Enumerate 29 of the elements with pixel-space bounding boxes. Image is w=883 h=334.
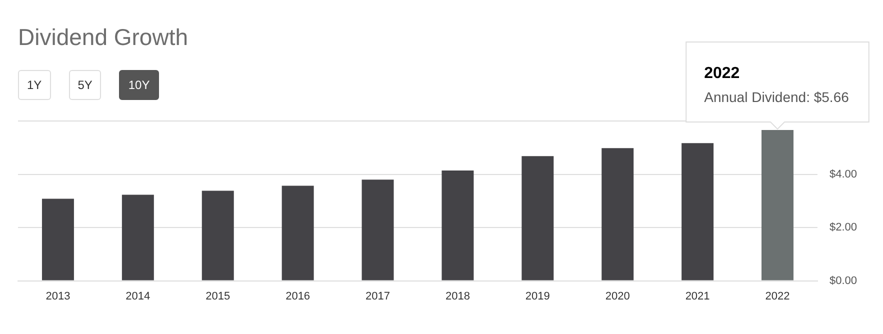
x-tick-label: 2013 (46, 290, 70, 302)
bar (602, 148, 634, 280)
text: 10Y (119, 70, 159, 100)
chart-title: Dividend Growth (18, 24, 188, 51)
bar (362, 180, 394, 280)
y-tick-label: $4.00 (829, 168, 858, 180)
text: 1Y (18, 70, 51, 100)
bar (202, 190, 234, 280)
bar (442, 170, 474, 280)
x-tick-label: 2017 (366, 290, 390, 302)
x-tick-label: 2020 (605, 290, 630, 302)
x-tick-label: 2021 (685, 290, 710, 302)
x-tick-label: 2019 (525, 290, 550, 302)
x-tick-label: 2014 (126, 290, 150, 302)
bar (682, 143, 714, 280)
x-tick-label: 2018 (445, 290, 470, 302)
bar (42, 198, 74, 280)
text: 5Y (68, 70, 102, 100)
x-tick-label: 2022 (765, 290, 790, 302)
category-label: 2022 (704, 65, 740, 82)
bar (762, 130, 794, 280)
y-tick-label: $0.00 (829, 274, 858, 287)
x-tick-label: 2015 (206, 290, 230, 302)
x-tick-label: 2016 (286, 290, 310, 302)
bar (522, 156, 554, 280)
bar (282, 186, 314, 280)
bar (122, 194, 154, 280)
annotation: Annual Dividend: $5.66 (704, 89, 850, 106)
y-tick-label: $2.00 (829, 222, 858, 234)
